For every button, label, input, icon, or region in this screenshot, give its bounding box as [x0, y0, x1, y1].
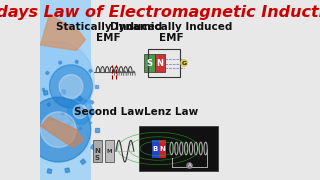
Text: G: G	[181, 60, 187, 66]
Bar	[67, 101, 69, 103]
Circle shape	[73, 105, 87, 119]
Text: Dynamically Induced
EMF: Dynamically Induced EMF	[110, 22, 233, 43]
Bar	[63, 112, 64, 114]
Text: S: S	[147, 58, 152, 68]
Text: A: A	[188, 163, 191, 168]
FancyBboxPatch shape	[105, 140, 114, 162]
Circle shape	[50, 65, 92, 108]
FancyBboxPatch shape	[155, 54, 165, 72]
Text: B: B	[153, 146, 158, 152]
Text: S: S	[94, 155, 100, 161]
Bar	[77, 111, 81, 114]
Circle shape	[181, 60, 187, 66]
Text: N: N	[156, 58, 164, 68]
Bar	[91, 145, 96, 150]
Bar	[89, 69, 92, 73]
FancyBboxPatch shape	[152, 140, 159, 158]
Text: N: N	[160, 146, 165, 152]
Bar	[68, 123, 70, 125]
FancyBboxPatch shape	[159, 140, 166, 158]
Bar	[89, 100, 91, 102]
Bar	[77, 96, 83, 102]
Bar	[44, 91, 48, 95]
Bar	[65, 168, 70, 173]
Bar	[90, 101, 94, 104]
Circle shape	[26, 97, 91, 162]
Text: Faradays Law of Electromagnetic Induction: Faradays Law of Electromagnetic Inductio…	[0, 5, 320, 20]
Bar	[94, 111, 96, 112]
Bar	[19, 148, 24, 153]
Circle shape	[59, 75, 83, 98]
Bar	[42, 88, 44, 90]
Bar	[61, 90, 66, 94]
FancyBboxPatch shape	[41, 0, 91, 180]
FancyBboxPatch shape	[92, 140, 101, 162]
Bar	[89, 110, 94, 115]
Bar	[95, 128, 99, 132]
Text: Second Law: Second Law	[74, 107, 144, 117]
Circle shape	[187, 163, 192, 168]
Bar	[45, 71, 49, 75]
Bar	[59, 61, 62, 64]
Bar	[14, 132, 18, 135]
Circle shape	[68, 99, 92, 124]
Bar	[78, 96, 79, 98]
Text: Lenz Law: Lenz Law	[144, 107, 199, 117]
Bar	[17, 113, 22, 118]
Bar	[47, 103, 51, 106]
Text: M: M	[107, 149, 112, 154]
Bar	[90, 122, 92, 124]
FancyBboxPatch shape	[144, 54, 155, 72]
Bar	[79, 127, 81, 129]
Circle shape	[15, 41, 94, 121]
Bar	[80, 159, 86, 165]
Bar	[30, 161, 36, 167]
Bar	[75, 60, 78, 64]
Text: Statically Induced
EMF: Statically Induced EMF	[56, 22, 162, 43]
Bar	[47, 169, 52, 174]
Circle shape	[41, 112, 76, 147]
Bar	[95, 85, 98, 88]
Text: N: N	[94, 148, 100, 154]
Polygon shape	[41, 117, 84, 148]
Polygon shape	[41, 14, 85, 50]
FancyBboxPatch shape	[139, 126, 218, 171]
Bar	[27, 99, 33, 104]
Bar	[61, 112, 64, 115]
